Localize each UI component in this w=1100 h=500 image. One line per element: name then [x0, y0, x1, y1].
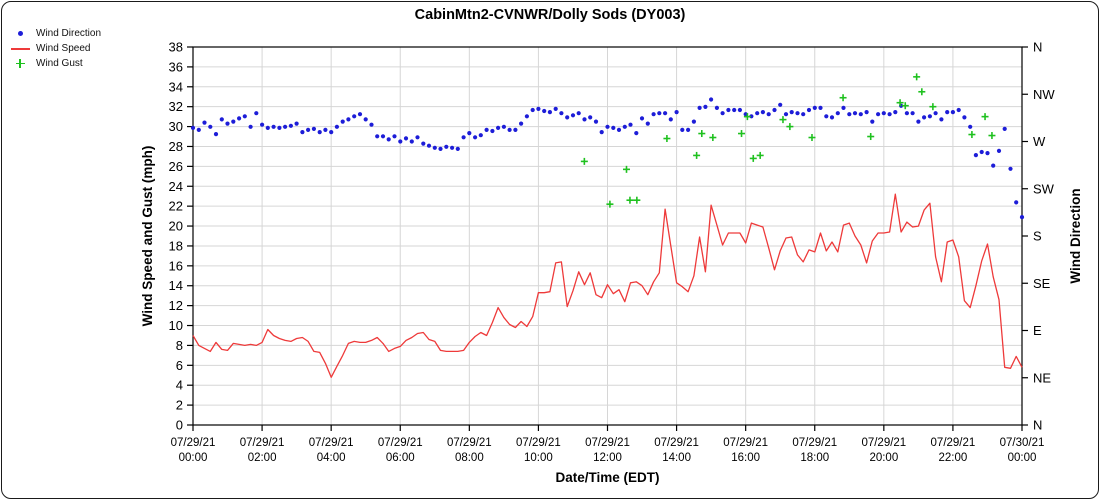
svg-text:20:00: 20:00 [869, 452, 898, 464]
svg-text:22:00: 22:00 [939, 452, 968, 464]
svg-text:07/29/21: 07/29/21 [861, 437, 906, 449]
svg-text:S: S [1033, 229, 1042, 244]
svg-text:N: N [1033, 418, 1042, 433]
svg-text:08:00: 08:00 [455, 452, 484, 464]
svg-text:07/29/21: 07/29/21 [931, 437, 976, 449]
svg-text:20: 20 [169, 219, 183, 234]
chart-title: CabinMtn2-CVNWR/Dolly Sods (DY003) [414, 7, 686, 23]
svg-text:07/30/21: 07/30/21 [1000, 437, 1045, 449]
svg-text:32: 32 [169, 99, 183, 114]
svg-text:07/29/21: 07/29/21 [516, 437, 561, 449]
legend-label-wind-gust: Wind Gust [36, 58, 83, 69]
wind-direction-dot-icon [17, 31, 23, 36]
svg-text:30: 30 [169, 119, 183, 134]
svg-text:4: 4 [176, 378, 183, 393]
svg-text:0: 0 [176, 418, 183, 433]
svg-text:26: 26 [169, 159, 183, 174]
svg-text:22: 22 [169, 199, 183, 214]
series-wind-gust [580, 73, 996, 208]
right-axis-title: Wind Direction [1068, 188, 1083, 283]
svg-text:SW: SW [1033, 181, 1055, 196]
svg-text:04:00: 04:00 [317, 452, 346, 464]
svg-text:SE: SE [1033, 276, 1051, 291]
left-axis-title: Wind Speed and Gust (mph) [140, 146, 155, 327]
svg-text:06:00: 06:00 [386, 452, 415, 464]
x-axis-title: Date/Time (EDT) [555, 470, 659, 485]
svg-text:02:00: 02:00 [248, 452, 277, 464]
svg-text:12: 12 [169, 298, 183, 313]
svg-text:12:00: 12:00 [593, 452, 622, 464]
svg-text:16:00: 16:00 [731, 452, 760, 464]
svg-text:07/29/21: 07/29/21 [585, 437, 630, 449]
svg-text:W: W [1033, 134, 1046, 149]
svg-text:28: 28 [169, 139, 183, 154]
legend-label-wind-speed: Wind Speed [36, 43, 91, 54]
svg-text:NW: NW [1033, 87, 1055, 102]
svg-text:36: 36 [169, 59, 183, 74]
legend: Wind Direction Wind Speed Wind Gust [7, 26, 101, 71]
svg-text:18:00: 18:00 [800, 452, 829, 464]
svg-text:18: 18 [169, 238, 183, 253]
svg-text:00:00: 00:00 [1008, 452, 1037, 464]
svg-text:07/29/21: 07/29/21 [171, 437, 216, 449]
series-wind-speed [192, 193, 1023, 378]
svg-text:10: 10 [169, 318, 183, 333]
right-axis: N NE E SE S SW W NW N [1022, 40, 1055, 433]
svg-text:07/29/21: 07/29/21 [654, 437, 699, 449]
svg-text:00:00: 00:00 [179, 452, 208, 464]
series-wind-direction [190, 97, 1025, 220]
svg-text:07/29/21: 07/29/21 [378, 437, 423, 449]
svg-text:07/29/21: 07/29/21 [792, 437, 837, 449]
svg-text:6: 6 [176, 358, 183, 373]
svg-text:07/29/21: 07/29/21 [240, 437, 285, 449]
svg-text:E: E [1033, 323, 1042, 338]
svg-text:24: 24 [169, 179, 183, 194]
svg-text:07/29/21: 07/29/21 [723, 437, 768, 449]
svg-text:16: 16 [169, 258, 183, 273]
svg-text:2: 2 [176, 398, 183, 413]
legend-item-wind-direction: Wind Direction [7, 26, 101, 41]
legend-label-wind-direction: Wind Direction [36, 28, 102, 39]
svg-text:8: 8 [176, 338, 183, 353]
svg-text:07/29/21: 07/29/21 [447, 437, 492, 449]
legend-item-wind-gust: Wind Gust [7, 56, 101, 71]
wind-speed-line-icon [10, 47, 30, 50]
legend-item-wind-speed: Wind Speed [7, 41, 101, 56]
svg-text:NE: NE [1033, 370, 1051, 385]
svg-text:14:00: 14:00 [662, 452, 691, 464]
svg-text:N: N [1033, 40, 1042, 55]
svg-text:10:00: 10:00 [524, 452, 553, 464]
gridlines [193, 47, 1022, 425]
svg-text:34: 34 [169, 79, 183, 94]
x-axis: 07/29/21 00:00 07/29/21 02:00 07/29/21 04:00 0… [171, 425, 1045, 464]
svg-text:07/29/21: 07/29/21 [309, 437, 354, 449]
svg-text:14: 14 [169, 278, 183, 293]
svg-text:38: 38 [169, 40, 183, 55]
wind-gust-plus-icon [15, 59, 25, 68]
